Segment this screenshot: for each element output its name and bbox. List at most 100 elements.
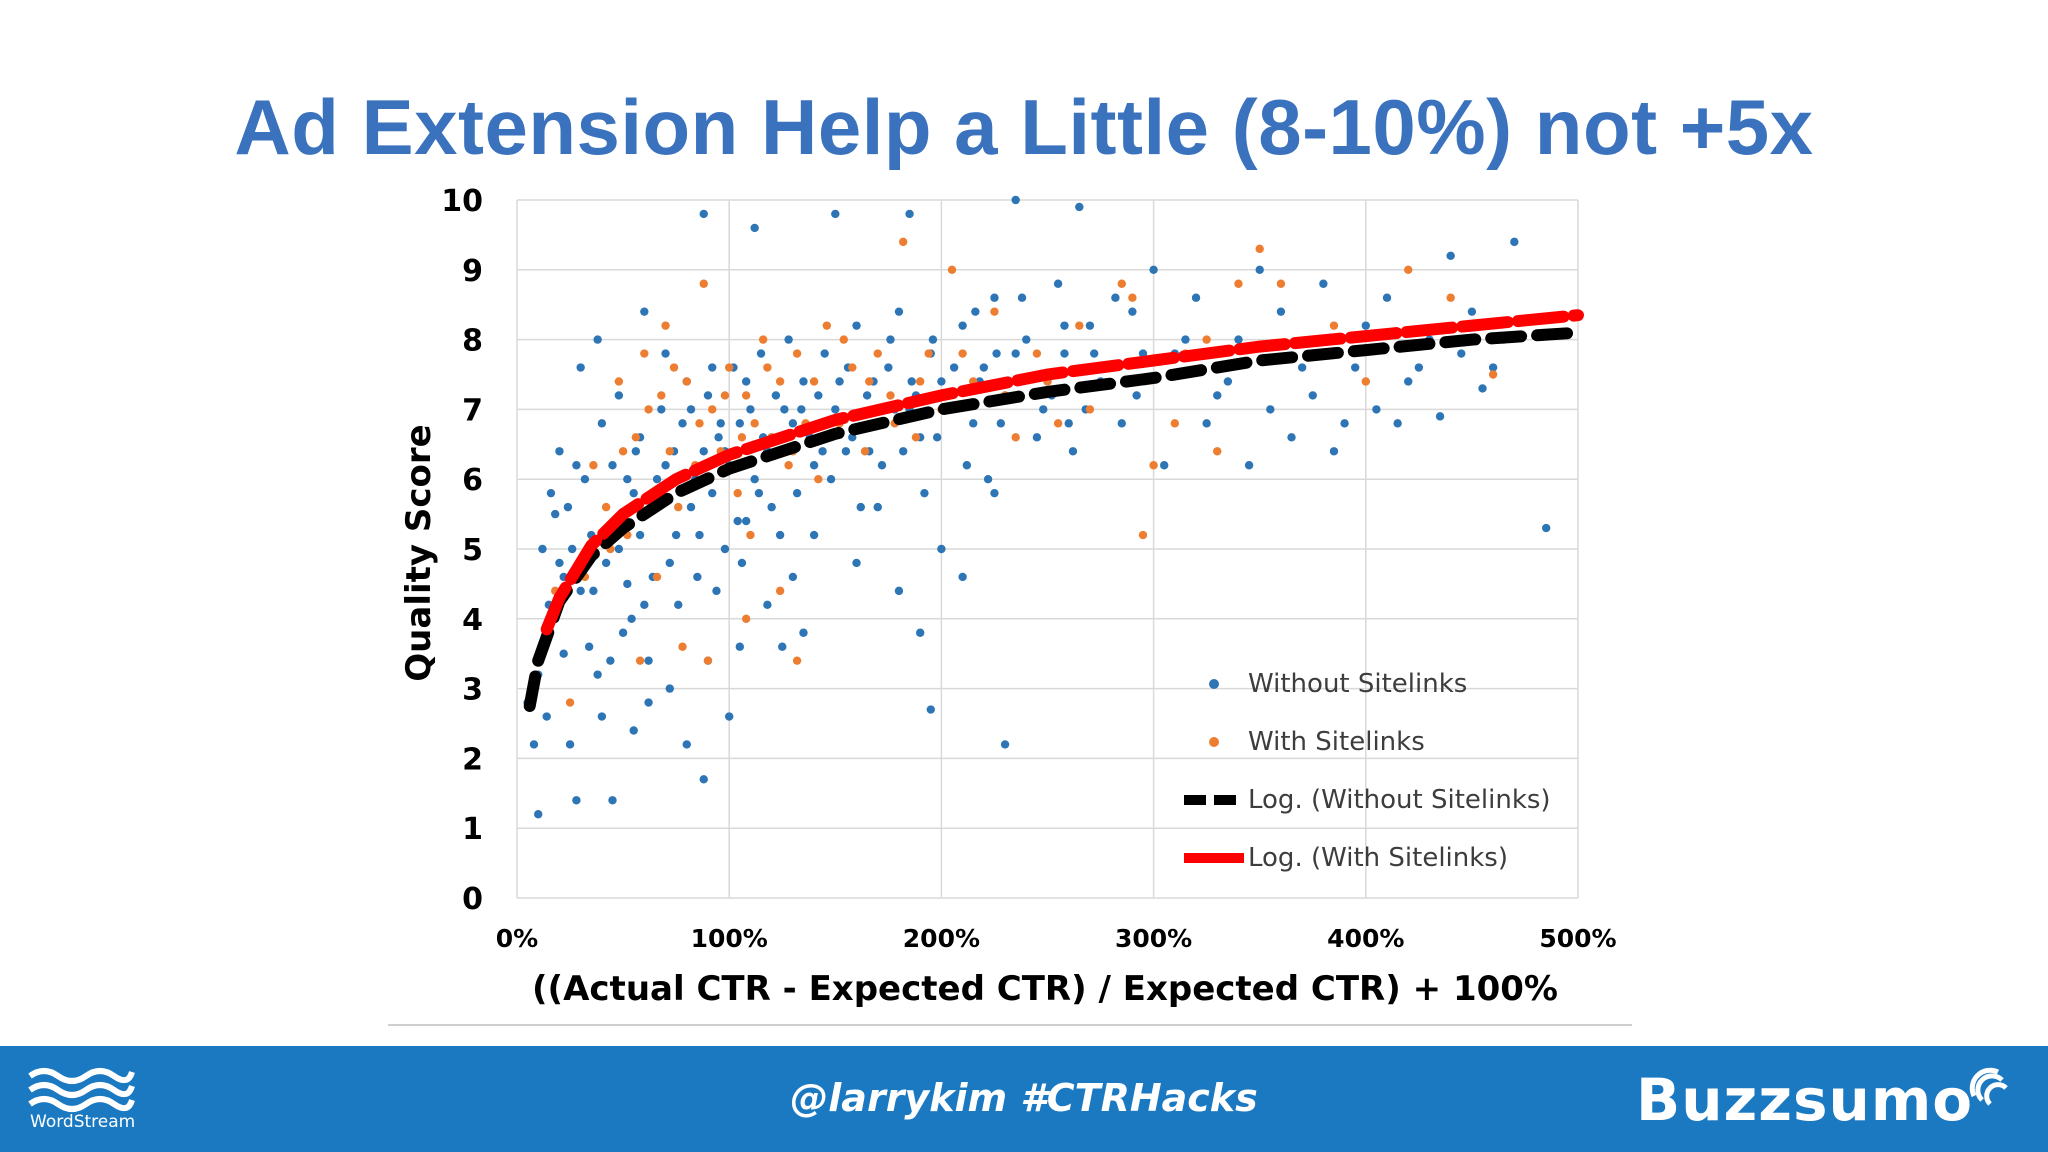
footer-hashtag: @larrykim #CTRHacks [790, 1076, 1258, 1120]
point-with-sitelinks [839, 335, 848, 344]
y-axis-label: Quality Score [399, 424, 439, 681]
point-without-sitelinks [809, 530, 819, 540]
point-with-sitelinks [1329, 321, 1339, 330]
point-without-sitelinks [894, 586, 904, 596]
point-without-sitelinks [716, 419, 725, 428]
point-without-sitelinks [894, 307, 904, 316]
point-without-sitelinks [1276, 307, 1286, 316]
y-tick-label: 4 [462, 603, 483, 638]
point-without-sitelinks [555, 447, 564, 456]
point-without-sitelinks [682, 740, 691, 749]
point-without-sitelinks [754, 488, 764, 498]
point-without-sitelinks [958, 321, 967, 330]
point-with-sitelinks [665, 447, 674, 456]
point-with-sitelinks [678, 642, 687, 651]
point-without-sitelinks [937, 544, 946, 554]
point-with-sitelinks [589, 461, 598, 470]
point-without-sitelinks [771, 391, 781, 400]
chart-legend: Without Sitelinks With Sitelinks Log. (Wit… [1184, 669, 1551, 873]
point-without-sitelinks [778, 642, 787, 651]
point-without-sitelinks [623, 579, 632, 589]
point-without-sitelinks [576, 586, 585, 596]
point-without-sitelinks [1053, 279, 1063, 288]
point-without-sitelinks [1160, 461, 1169, 470]
point-without-sitelinks [708, 488, 717, 498]
point-with-sitelinks [1202, 335, 1211, 344]
point-without-sitelinks [826, 475, 836, 484]
point-without-sitelinks [635, 530, 645, 540]
point-without-sitelinks [593, 335, 602, 344]
point-with-sitelinks [1234, 279, 1243, 288]
point-without-sitelinks [831, 209, 840, 219]
point-with-sitelinks [958, 349, 967, 358]
point-without-sitelinks [969, 419, 978, 428]
y-tick-label: 3 [462, 673, 483, 708]
point-with-sitelinks [792, 656, 802, 665]
point-with-sitelinks [682, 377, 691, 386]
point-with-sitelinks [601, 502, 611, 512]
y-tick-label: 8 [462, 324, 483, 359]
point-without-sitelinks [529, 740, 539, 749]
point-with-sitelinks [1138, 530, 1148, 540]
point-without-sitelinks [1350, 363, 1360, 372]
point-with-sitelinks [924, 349, 933, 358]
point-with-sitelinks [737, 433, 747, 442]
point-without-sitelinks [809, 461, 819, 470]
point-without-sitelinks [1191, 293, 1201, 302]
point-without-sitelinks [720, 544, 730, 554]
point-without-sitelinks [725, 712, 734, 721]
point-with-sitelinks [911, 433, 921, 442]
x-tick-label: 300% [1115, 924, 1192, 953]
point-with-sitelinks [809, 377, 819, 386]
point-without-sitelinks [1128, 307, 1137, 316]
point-without-sitelinks [756, 349, 766, 358]
y-tick-label: 0 [462, 882, 483, 917]
point-without-sitelinks [572, 461, 581, 470]
trendline-without-sitelinks [523, 326, 1584, 712]
point-without-sitelinks [661, 461, 670, 470]
point-without-sitelinks [852, 558, 861, 568]
point-with-sitelinks [1276, 279, 1286, 288]
point-without-sitelinks [665, 558, 674, 568]
point-without-sitelinks [559, 649, 568, 658]
point-without-sitelinks [767, 502, 776, 512]
point-without-sitelinks [741, 516, 751, 526]
legend-label: Without Sitelinks [1248, 669, 1467, 699]
point-without-sitelinks [1075, 202, 1084, 212]
legend-label: Log. (Without Sitelinks) [1248, 785, 1551, 815]
point-without-sitelinks [1089, 349, 1099, 358]
point-without-sitelinks [703, 391, 713, 400]
point-with-sitelinks [899, 237, 908, 247]
point-with-sitelinks [1085, 405, 1095, 414]
point-without-sitelinks [714, 433, 723, 442]
point-without-sitelinks [949, 363, 959, 372]
point-without-sitelinks [831, 405, 840, 414]
point-without-sitelinks [686, 405, 696, 414]
point-with-sitelinks [733, 488, 742, 498]
point-without-sitelinks [580, 475, 590, 484]
chart-trendlines [523, 309, 1584, 712]
point-with-sitelinks [750, 419, 759, 428]
x-axis-label: ((Actual CTR - Expected CTR) / Expected … [532, 969, 1558, 1009]
point-without-sitelinks [983, 475, 993, 484]
point-with-sitelinks [661, 321, 670, 330]
point-with-sitelinks [565, 698, 575, 707]
legend-marker [1209, 737, 1219, 747]
point-with-sitelinks [947, 265, 957, 274]
point-with-sitelinks [741, 614, 751, 623]
point-without-sitelinks [862, 391, 872, 400]
point-with-sitelinks [1170, 419, 1180, 428]
point-without-sitelinks [708, 363, 717, 372]
point-without-sitelinks [1117, 419, 1126, 428]
point-without-sitelinks [797, 405, 806, 414]
point-without-sitelinks [699, 209, 708, 219]
point-without-sitelinks [644, 698, 653, 707]
point-without-sitelinks [1011, 349, 1020, 358]
point-without-sitelinks [538, 544, 547, 554]
point-with-sitelinks [631, 433, 641, 442]
point-without-sitelinks [799, 628, 808, 637]
point-without-sitelinks [763, 600, 772, 610]
point-without-sitelinks [775, 530, 785, 540]
point-with-sitelinks [1488, 370, 1498, 379]
point-with-sitelinks [792, 349, 802, 358]
